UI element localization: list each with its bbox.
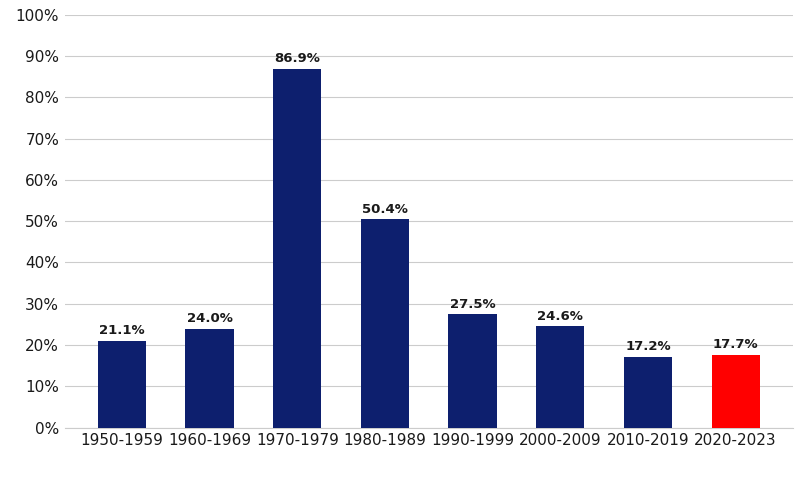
Bar xyxy=(624,357,672,428)
Bar xyxy=(361,220,409,428)
Bar xyxy=(273,69,321,428)
Text: 17.7%: 17.7% xyxy=(713,338,758,351)
Text: 24.6%: 24.6% xyxy=(537,310,583,323)
Text: 21.1%: 21.1% xyxy=(100,324,145,337)
Text: 17.2%: 17.2% xyxy=(625,340,671,353)
Bar xyxy=(98,341,146,428)
Bar xyxy=(711,355,760,428)
Bar xyxy=(185,329,234,428)
Text: 50.4%: 50.4% xyxy=(362,203,408,216)
Bar xyxy=(536,326,584,428)
Text: 86.9%: 86.9% xyxy=(274,52,320,66)
Text: 27.5%: 27.5% xyxy=(450,298,495,311)
Bar xyxy=(448,314,497,428)
Text: 24.0%: 24.0% xyxy=(187,312,232,325)
